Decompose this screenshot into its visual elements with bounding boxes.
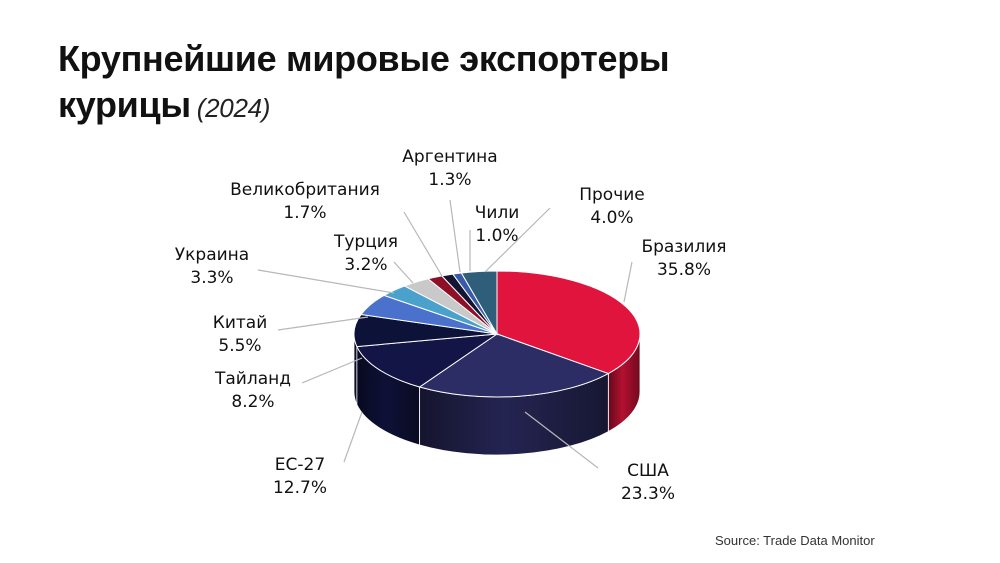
slice-label-name-8: Великобритания	[230, 180, 380, 200]
leader-line-2	[524, 411, 599, 469]
slice-label-value-4: 8.2%	[231, 392, 274, 412]
slice-label-value-8: 1.7%	[283, 203, 326, 223]
leader-line-9	[449, 199, 461, 273]
pie-slice-1[interactable]	[496, 270, 641, 375]
slice-label-name-2: США	[627, 461, 669, 481]
slice-label-name-4: Тайланд	[214, 369, 291, 389]
slice-label-name-3: ЕС-27	[275, 455, 325, 475]
slice-label-value-1: 35.8%	[657, 260, 711, 280]
leader-line-11	[484, 207, 551, 273]
leader-line-7	[393, 261, 414, 284]
slice-labels: Бразилия 35.8% США 23.3% ЕС-27 12.7% Тайланд 8.…	[175, 147, 727, 504]
slice-label-value-3: 12.7%	[273, 478, 327, 498]
source-note: Source: Trade Data Monitor	[715, 533, 875, 548]
leader-lines	[257, 199, 633, 469]
slice-label-name-11: Прочие	[579, 185, 645, 205]
chart-title: Крупнейшие мировые экспортеры курицы (202…	[58, 36, 778, 131]
leader-line-5	[277, 316, 369, 331]
pie-sides	[353, 333, 641, 456]
chart-year: (2024)	[196, 93, 271, 123]
chart-title-text: Крупнейшие мировые экспортеры курицы	[58, 38, 670, 125]
slice-label-name-10: Чили	[475, 203, 520, 223]
slice-label-value-10: 1.0%	[475, 226, 518, 246]
pie-slices	[353, 270, 641, 398]
pie-slice-11[interactable]	[460, 270, 498, 336]
slice-label-name-7: Турция	[333, 232, 398, 252]
slice-label-name-9: Аргентина	[402, 147, 497, 167]
slice-label-value-6: 3.3%	[190, 268, 233, 288]
slice-label-name-5: Китай	[213, 313, 268, 333]
leader-line-6	[257, 269, 395, 294]
pie-slice-2[interactable]	[418, 333, 610, 398]
slice-label-value-9: 1.3%	[428, 170, 471, 190]
leader-line-1	[623, 261, 633, 303]
slice-label-value-11: 4.0%	[590, 208, 633, 228]
leader-line-8	[403, 211, 443, 277]
leader-line-3	[343, 411, 363, 463]
pie-slice-3[interactable]	[356, 333, 499, 388]
slice-label-value-7: 3.2%	[344, 255, 387, 275]
slice-label-value-5: 5.5%	[218, 336, 261, 356]
leader-line-4	[301, 357, 363, 384]
slice-label-value-2: 23.3%	[621, 484, 675, 504]
slice-label-name-1: Бразилия	[641, 237, 726, 257]
slice-label-name-6: Украина	[175, 245, 249, 265]
